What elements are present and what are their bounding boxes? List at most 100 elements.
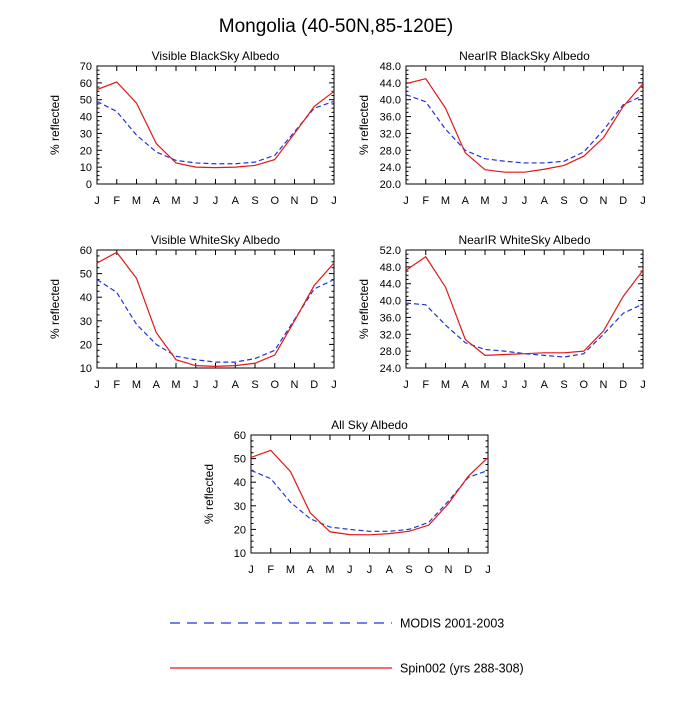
x-tick-label: F [113,379,120,391]
x-tick-label: S [251,379,258,391]
x-tick-label: O [579,195,588,207]
x-tick-label: M [441,379,450,391]
y-tick-label: 44.0 [380,78,401,90]
y-tick-label: 28.0 [380,145,401,157]
series-line [405,94,644,164]
series-line [250,469,489,532]
panel-title: All Sky Albedo [331,418,408,432]
x-tick-label: M [132,195,141,207]
x-tick-label: M [171,195,180,207]
series-line [250,449,489,536]
y-tick-label: 36.0 [380,112,401,124]
series-line [405,77,644,173]
x-tick-label: S [405,564,412,576]
y-tick-label: 0 [86,179,92,191]
x-tick-label: M [480,379,489,391]
x-tick-label: A [153,379,161,391]
x-tick-label: O [424,564,433,576]
y-tick-label: 10 [80,162,92,174]
y-tick-label: 30 [234,501,246,513]
x-tick-label: O [270,195,279,207]
x-tick-label: A [386,564,394,576]
y-axis-label: % reflected [357,279,371,339]
x-tick-label: J [193,379,199,391]
x-tick-label: D [310,379,318,391]
x-tick-label: A [541,379,549,391]
x-tick-label: M [480,195,489,207]
x-tick-label: N [600,195,608,207]
x-tick-label: J [640,195,646,207]
panel-title: NearIR WhiteSky Albedo [458,233,590,247]
x-tick-label: D [310,195,318,207]
x-tick-label: A [541,195,549,207]
x-tick-label: J [331,379,337,391]
series-line [96,251,335,367]
y-tick-label: 48.0 [380,61,401,73]
legend: MODIS 2001-2003 Spin002 (yrs 288-308) [170,617,524,676]
x-tick-label: A [232,195,240,207]
y-tick-label: 10 [80,363,92,375]
x-tick-label: S [560,195,567,207]
x-tick-label: M [132,379,141,391]
y-tick-label: 20 [234,524,246,536]
x-tick-label: A [462,195,470,207]
y-tick-label: 30 [80,128,92,140]
legend-label: MODIS 2001-2003 [400,617,504,631]
x-tick-label: J [403,379,409,391]
y-tick-label: 20.0 [380,179,401,191]
y-tick-label: 60 [234,430,246,442]
panel-title: Visible WhiteSky Albedo [151,233,281,247]
series-line [96,81,335,169]
series-line [96,100,335,165]
y-tick-label: 40 [234,477,246,489]
y-axis-label: % reflected [48,279,62,339]
series-line [405,255,644,356]
x-tick-label: D [619,195,627,207]
x-tick-label: A [232,379,240,391]
y-axis-label: % reflected [357,95,371,155]
panel-title: Visible BlackSky Albedo [152,49,280,63]
x-tick-label: O [270,379,279,391]
x-tick-label: J [94,379,100,391]
x-tick-label: J [367,564,373,576]
x-tick-label: J [522,195,528,207]
plot-frame [405,249,644,369]
y-tick-label: 40.0 [380,95,401,107]
x-tick-label: J [522,379,528,391]
x-tick-label: F [422,195,429,207]
x-tick-label: J [403,195,409,207]
x-tick-label: O [579,379,588,391]
y-axis-label: % reflected [48,95,62,155]
x-tick-label: J [94,195,100,207]
series-line [96,278,335,363]
main-title: Mongolia (40-50N,85-120E) [219,16,453,37]
y-tick-label: 48.0 [380,262,401,274]
x-tick-label: F [267,564,274,576]
x-tick-label: J [347,564,353,576]
y-tick-label: 60 [80,245,92,257]
y-tick-label: 44.0 [380,279,401,291]
x-tick-label: J [193,195,199,207]
x-tick-label: J [213,379,219,391]
x-tick-label: S [251,195,258,207]
x-tick-label: D [464,564,472,576]
y-axis-label: % reflected [202,464,216,524]
x-tick-label: J [213,195,219,207]
x-tick-label: J [485,564,491,576]
x-tick-label: J [248,564,254,576]
x-tick-label: A [153,195,161,207]
x-tick-label: J [502,195,508,207]
x-tick-label: F [422,379,429,391]
x-tick-label: S [560,379,567,391]
y-tick-label: 52.0 [380,245,401,257]
y-tick-label: 40 [80,112,92,124]
x-tick-label: M [171,379,180,391]
x-tick-label: J [331,195,337,207]
x-tick-label: N [445,564,453,576]
